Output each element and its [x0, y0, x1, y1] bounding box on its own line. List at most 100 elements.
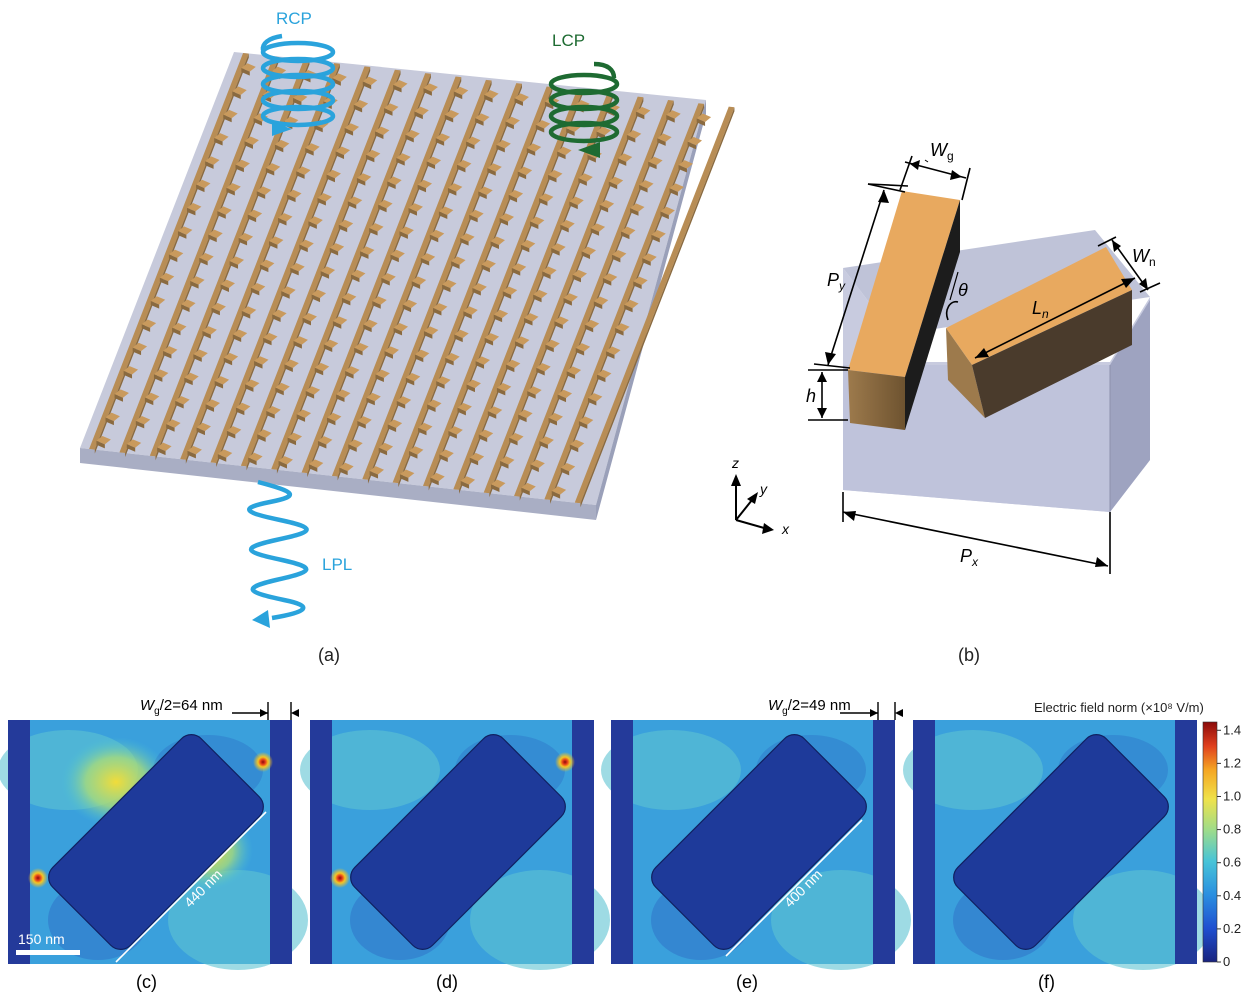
- nanobrick-side: [317, 440, 327, 449]
- nanobrick: [238, 233, 254, 242]
- rcp-arrowhead: [272, 122, 292, 136]
- nanobrick-side: [466, 141, 475, 150]
- nanobrick: [356, 173, 372, 182]
- nanobrick: [226, 183, 241, 192]
- nanobrick: [615, 323, 630, 332]
- nanobrick: [490, 236, 505, 245]
- wn-label: Wn: [1132, 246, 1156, 269]
- nanobrick: [123, 366, 139, 375]
- nanobrick: [332, 73, 347, 82]
- lpl-label: LPL: [322, 555, 352, 574]
- nanobrick: [396, 396, 412, 405]
- nanobrick-side: [196, 427, 205, 436]
- nanobrick: [187, 203, 202, 212]
- nanobrick: [539, 436, 554, 445]
- nanobrick: [478, 186, 493, 196]
- nanobrick-side: [417, 184, 427, 193]
- colorbar-tick-label: 0.2: [1223, 921, 1241, 936]
- nanobrick-side: [569, 201, 578, 210]
- nanobrick: [481, 259, 496, 269]
- colorbar: [1202, 721, 1218, 963]
- nanobrick: [678, 160, 693, 169]
- nanobrick: [593, 296, 609, 305]
- nanobrick: [630, 203, 645, 212]
- nanobrick: [365, 149, 381, 159]
- nanobrick-side: [520, 244, 530, 253]
- nanobrick: [454, 329, 469, 339]
- grating-rail: [210, 66, 371, 464]
- nanobrick-side: [381, 277, 390, 286]
- nanobrick: [387, 419, 403, 428]
- axis-y-label: y: [759, 481, 768, 497]
- nanobrick-side: [259, 264, 269, 273]
- nanobrick-side: [150, 300, 160, 309]
- nanobrick: [499, 213, 515, 222]
- nanobrick: [542, 266, 557, 275]
- nanobrick-side: [293, 98, 302, 106]
- colorbar-tick-label: 0.6: [1223, 855, 1241, 870]
- nanobrick-side: [196, 184, 205, 193]
- nanobrick: [460, 476, 476, 485]
- nanobrick-side: [345, 371, 354, 379]
- nanobrick: [320, 266, 336, 275]
- nanobrick-side: [327, 417, 336, 426]
- nanobrick-side: [521, 487, 530, 496]
- nanobrick-side: [187, 450, 196, 459]
- nanobrick: [362, 76, 378, 86]
- nanobrick: [566, 366, 582, 375]
- nanobrick-side: [566, 371, 576, 379]
- nanobrick-side: [539, 441, 548, 449]
- nanobrick: [278, 456, 293, 465]
- nanobrick-side: [402, 304, 412, 313]
- nanobrick: [363, 319, 378, 329]
- nanobrick-side: [487, 411, 497, 419]
- nanobrick: [275, 382, 290, 392]
- nanobrick-side: [587, 154, 596, 163]
- nanobrick-side: [409, 450, 418, 459]
- nanobrick-side: [524, 317, 533, 326]
- nanobrick-side: [254, 360, 263, 369]
- grating-rail-left: [611, 720, 633, 964]
- nanobrick-side: [157, 447, 166, 456]
- nanobrick: [554, 316, 569, 325]
- nanobrick: [460, 233, 475, 242]
- nanobrick-side: [484, 337, 494, 346]
- nanobrick-side: [514, 98, 523, 106]
- nanobrick-side: [177, 231, 187, 239]
- nanobrick: [339, 462, 354, 472]
- substrate-side-front: [80, 448, 596, 520]
- nanobrick-side: [518, 414, 527, 423]
- nanobrick-side: [248, 457, 257, 466]
- nanobrick: [135, 416, 151, 425]
- nanobrick: [250, 282, 266, 292]
- nanobrick: [411, 276, 427, 285]
- nanobrick-side: [472, 287, 481, 296]
- field-map-c: [0, 720, 308, 970]
- nanobrick-side: [290, 267, 299, 276]
- grating-bar-front: [848, 370, 905, 430]
- nanobrick-side: [184, 377, 193, 386]
- nanobrick-side: [365, 154, 375, 163]
- nanobrick-side: [256, 191, 266, 199]
- nanobrick-side: [375, 374, 384, 383]
- nanobrick: [563, 293, 578, 302]
- nanobrick: [96, 435, 111, 445]
- nanobrick: [469, 452, 485, 462]
- nanobrick-side: [135, 420, 145, 429]
- nanobrick: [375, 369, 390, 379]
- grating-rail: [483, 96, 644, 494]
- nanobrick: [635, 106, 651, 116]
- grating-rail: [180, 63, 340, 460]
- nanobrick-side: [320, 271, 330, 279]
- nanobrick-side: [557, 151, 566, 160]
- nanobrick: [387, 176, 402, 185]
- nanobrick-side: [426, 161, 436, 170]
- nanobrick-side: [96, 440, 105, 449]
- lcp-label: LCP: [552, 31, 585, 50]
- nanobrick: [287, 432, 303, 442]
- nanobrick: [336, 389, 351, 398]
- grating-rail: [331, 79, 492, 477]
- nanobrick: [241, 63, 256, 72]
- nanobrick-side: [384, 108, 393, 116]
- hotspot: [253, 752, 273, 772]
